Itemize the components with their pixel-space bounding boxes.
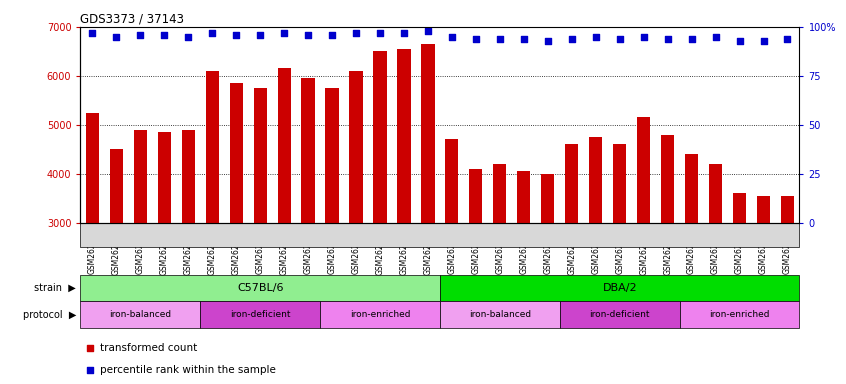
Bar [229,83,243,223]
Point [517,36,530,42]
Text: GDS3373 / 37143: GDS3373 / 37143 [80,13,184,26]
Point [493,36,507,42]
Text: iron-deficient: iron-deficient [230,310,290,319]
Bar [301,78,315,223]
Text: iron-deficient: iron-deficient [590,310,650,319]
Bar [421,44,435,223]
Bar [661,135,674,223]
Point [469,36,482,42]
Point [637,34,651,40]
Point [565,36,579,42]
Point [325,31,338,38]
Bar [326,88,338,223]
Bar [709,164,722,223]
Text: DBA/2: DBA/2 [602,283,637,293]
Point [181,34,195,40]
Point [613,36,626,42]
Text: iron-balanced: iron-balanced [469,310,531,319]
Point [541,38,554,44]
Point [229,31,243,38]
Point [349,30,363,36]
Point [733,38,746,44]
Point [589,34,602,40]
Point [301,31,315,38]
Text: transformed count: transformed count [100,343,197,353]
Point [397,30,410,36]
Bar [80,275,440,301]
Text: percentile rank within the sample: percentile rank within the sample [100,365,276,375]
Bar [470,169,482,223]
Bar [733,193,746,223]
Bar [445,139,459,223]
Bar [565,144,579,223]
Bar [493,164,507,223]
Bar [373,51,387,223]
Bar [254,88,266,223]
Bar [398,49,410,223]
Text: iron-enriched: iron-enriched [349,310,410,319]
Bar [679,301,799,328]
Text: C57BL/6: C57BL/6 [237,283,283,293]
Text: iron-enriched: iron-enriched [709,310,770,319]
Point [109,34,124,40]
Bar [134,130,147,223]
Bar [277,68,291,223]
Bar [637,118,651,223]
Text: strain  ▶: strain ▶ [35,283,76,293]
Bar [206,71,219,223]
Point [83,367,96,373]
Point [709,34,722,40]
Bar [110,149,123,223]
Point [85,30,99,36]
Bar [613,144,626,223]
Point [253,31,266,38]
Bar [440,301,560,328]
Point [157,31,171,38]
Text: iron-balanced: iron-balanced [109,310,172,319]
Bar [80,223,799,247]
Bar [201,301,320,328]
Point [445,34,459,40]
Bar [685,154,698,223]
Point [134,31,147,38]
Bar [85,113,99,223]
Point [206,30,219,36]
Bar [157,132,171,223]
Point [661,36,674,42]
Bar [182,130,195,223]
Bar [757,196,770,223]
Point [756,38,770,44]
Point [277,30,291,36]
Bar [440,275,799,301]
Bar [349,71,363,223]
Point [421,28,435,34]
Bar [320,301,440,328]
Point [83,345,96,351]
Bar [80,301,201,328]
Point [684,36,698,42]
Bar [541,174,554,223]
Bar [589,137,602,223]
Bar [517,171,530,223]
Bar [560,301,679,328]
Point [373,30,387,36]
Point [781,36,794,42]
Bar [781,196,794,223]
Text: protocol  ▶: protocol ▶ [23,310,76,320]
